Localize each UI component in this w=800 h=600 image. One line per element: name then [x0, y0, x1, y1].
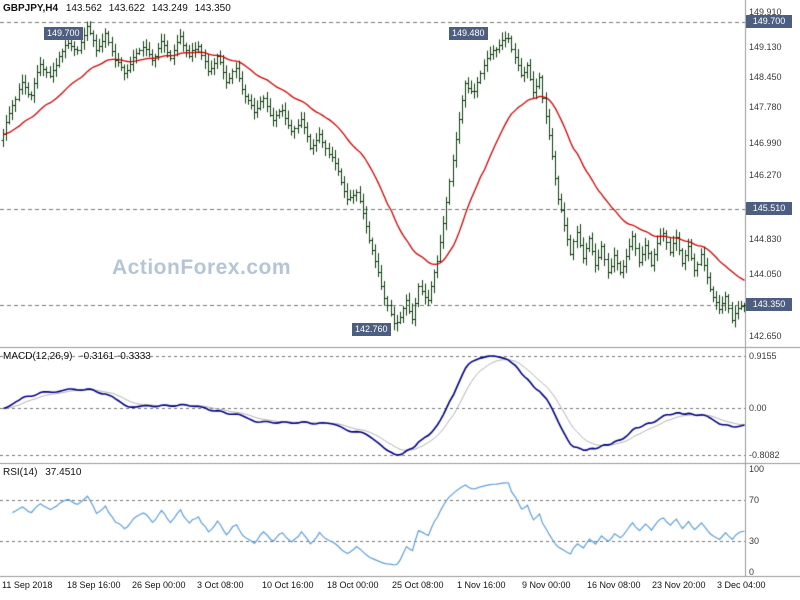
ohlc-open: 143.562: [65, 3, 102, 14]
macd-axis-tick-min: -0.8082: [749, 450, 780, 460]
price-axis-tick: 147.780: [749, 102, 782, 113]
price-axis-tick: 146.990: [749, 137, 782, 148]
ohlc-close: 143.350: [194, 3, 231, 14]
x-axis-label: 9 Nov 00:00: [522, 580, 571, 590]
current-price-box: 143.350: [746, 298, 792, 312]
macd-panel-title: MACD(12,26,9) -0.3161 -0.3333: [3, 351, 151, 362]
x-axis-label: 18 Oct 00:00: [327, 580, 379, 590]
price-axis-tick: 144.830: [749, 233, 782, 244]
rsi-panel-title: RSI(14) 37.4510: [3, 467, 81, 478]
macd-axis-tick-zero: 0.00: [749, 403, 767, 414]
rsi-indicator-name: RSI(14): [3, 467, 38, 478]
x-axis-label: 3 Dec 04:00: [717, 580, 766, 590]
swing-high2-label-box: 149.480: [449, 27, 488, 40]
macd-indicator-name: MACD(12,26,9): [3, 351, 73, 362]
x-axis-label: 18 Sep 16:00: [67, 580, 121, 590]
rsi-axis-tick: 70: [749, 494, 760, 505]
x-axis-label: 11 Sep 2018: [2, 580, 53, 590]
rsi-axis-tick: 0: [749, 567, 755, 577]
ohlc-high: 143.622: [108, 3, 145, 14]
symbol-label: GBPJPY,H4: [3, 3, 59, 14]
x-axis-label: 25 Oct 08:00: [392, 580, 444, 590]
x-axis-label: 1 Nov 16:00: [457, 580, 506, 590]
price-axis-tick: 149.910: [749, 7, 782, 18]
ohlc-low: 143.249: [151, 3, 188, 14]
swing-low-label-box: 142.760: [352, 323, 391, 336]
macd-values: -0.3161 -0.3333: [80, 351, 151, 362]
x-axis-label: 10 Oct 16:00: [262, 580, 314, 590]
rsi-axis-tick: 30: [749, 536, 760, 547]
macd-axis-tick-max: 0.9155: [749, 351, 777, 361]
price-axis-tick: 149.130: [749, 42, 782, 53]
price-level-box-149700: 149.700: [746, 14, 792, 28]
x-axis-label: 23 Nov 20:00: [652, 580, 706, 590]
x-axis-label: 16 Nov 08:00: [587, 580, 641, 590]
rsi-value: 37.4510: [45, 467, 82, 478]
x-axis-label: 26 Sep 00:00: [132, 580, 186, 590]
price-axis-tick: 144.050: [749, 268, 782, 279]
rsi-axis-tick: 100: [749, 464, 765, 474]
symbol-header: GBPJPY,H4 143.562 143.622 143.249 143.35…: [3, 3, 235, 14]
price-axis-tick: 148.450: [749, 72, 782, 83]
price-axis-tick: 146.270: [749, 169, 782, 180]
price-level-box-145510: 145.510: [746, 201, 792, 215]
price-axis-tick: 142.650: [749, 331, 782, 342]
x-axis-label: 3 Oct 08:00: [197, 580, 244, 590]
swing-high-label-box: 149.700: [44, 27, 83, 40]
